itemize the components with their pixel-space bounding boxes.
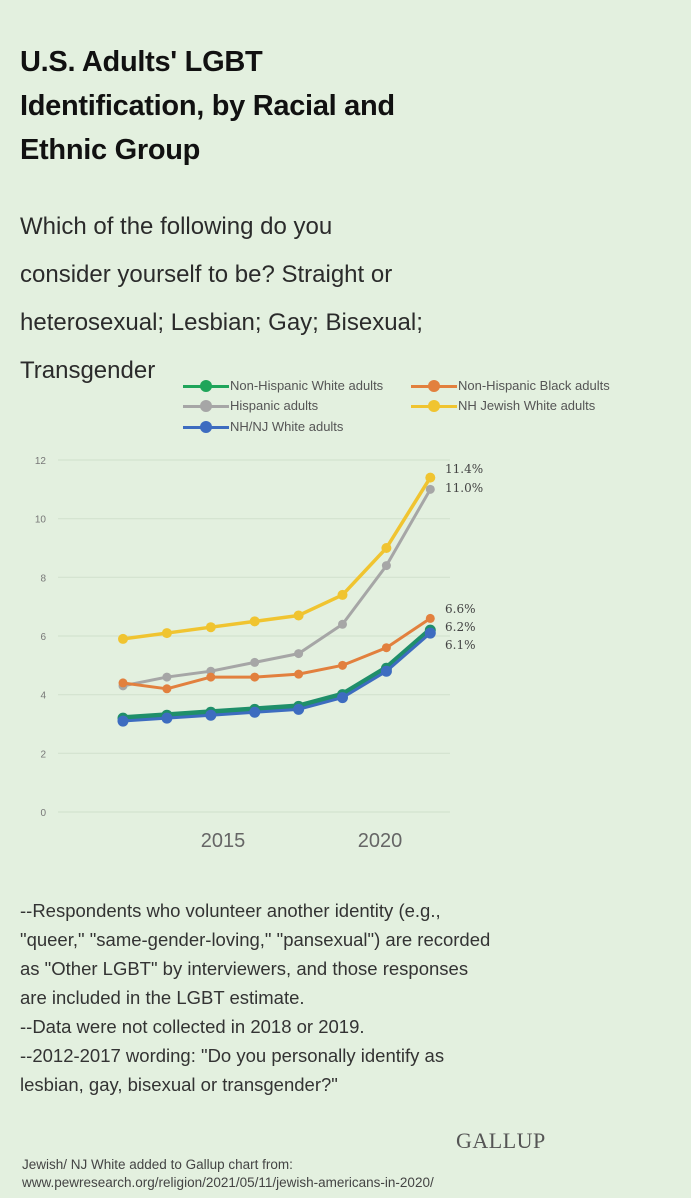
legend-label: Hispanic adults xyxy=(230,398,319,413)
legend-item-nh-jewish-white: NH Jewish White adults xyxy=(411,398,595,413)
data-point xyxy=(293,703,305,715)
footnote-line: are included in the LGBT estimate. xyxy=(20,987,305,1008)
legend-swatch xyxy=(411,379,457,392)
source-line[interactable]: www.pewresearch.org/religion/2021/05/11/… xyxy=(22,1175,434,1190)
data-label: 6.6% xyxy=(445,602,476,616)
y-tick-label: 12 xyxy=(35,456,47,467)
series-line xyxy=(121,487,432,688)
data-point xyxy=(381,643,391,653)
data-label: 6.2% xyxy=(445,620,476,634)
chart-legend: Non-Hispanic White adults Non-Hispanic B… xyxy=(183,378,653,438)
series-nh-nj-white-adults xyxy=(117,627,436,727)
x-tick-label: 2020 xyxy=(358,830,403,852)
data-point xyxy=(250,672,260,682)
footnote-line: --2012-2017 wording: "Do you personally … xyxy=(20,1045,445,1066)
data-point xyxy=(294,649,304,659)
data-point xyxy=(338,660,347,670)
data-point xyxy=(162,672,172,682)
data-label: 6.1% xyxy=(445,638,476,652)
legend-item-nh-nj-white: NH/NJ White adults xyxy=(183,419,343,434)
footnote-line: --Data were not collected in 2018 or 201… xyxy=(20,1016,365,1037)
end-labels: 11.4% 11.0% 6.6% 6.2% 6.1% xyxy=(445,462,483,652)
series-line xyxy=(120,627,434,722)
data-point xyxy=(249,616,260,627)
legend-label: NH/NJ White adults xyxy=(230,419,344,434)
legend-item-non-hispanic-black: Non-Hispanic Black adults xyxy=(411,378,610,393)
x-tick-label: 2015 xyxy=(201,830,246,852)
chart-title: U.S. Adults' LGBT Identification, by Rac… xyxy=(20,40,580,172)
data-point xyxy=(161,628,172,639)
data-point xyxy=(424,627,436,639)
footnote-line: lesbian, gay, bisexual or transgender?" xyxy=(20,1074,338,1095)
legend-label: NH Jewish White adults xyxy=(458,398,596,413)
series-line xyxy=(121,616,432,691)
data-point xyxy=(162,684,172,694)
survey-question: Which of the following do you consider y… xyxy=(20,203,520,395)
legend-item-non-hispanic-white: Non-Hispanic White adults xyxy=(183,378,383,393)
line-chart: 0 2 4 6 8 10 12 2015 2020 11.4% 11.0% 6.6% 6.2% 6.1… xyxy=(35,456,483,852)
data-point xyxy=(118,678,128,688)
data-point xyxy=(205,622,216,633)
data-point xyxy=(381,543,392,553)
y-tick-label: 8 xyxy=(40,573,46,584)
title-line: U.S. Adults' LGBT xyxy=(20,46,263,78)
y-tick-label: 10 xyxy=(35,515,47,526)
legend-swatch xyxy=(183,420,229,433)
data-point xyxy=(425,613,435,623)
source-note: Jewish/ NJ White added to Gallup chart f… xyxy=(22,1156,434,1192)
legend-swatch xyxy=(411,399,457,412)
x-axis: 2015 2020 xyxy=(201,830,403,852)
footnote-line: --Respondents who volunteer another iden… xyxy=(20,900,441,921)
footnote-line: as "Other LGBT" by interviewers, and tho… xyxy=(20,958,469,979)
data-point xyxy=(293,610,304,621)
footnote-line: "queer," "same-gender-loving," "pansexua… xyxy=(20,929,491,950)
legend-swatch xyxy=(183,399,229,412)
source-line: Jewish/ NJ White added to Gallup chart f… xyxy=(22,1157,293,1172)
data-point xyxy=(117,715,129,727)
data-point xyxy=(205,709,217,721)
series-hispanic-adults xyxy=(118,484,435,691)
gallup-logo: GALLUP xyxy=(456,1128,546,1153)
series-nh-jewish-white-adults xyxy=(118,472,436,644)
data-point xyxy=(161,712,173,724)
data-point xyxy=(249,706,261,718)
title-line: Identification, by Racial and xyxy=(20,90,395,122)
data-point xyxy=(381,561,391,571)
question-line: consider yourself to be? Straight or xyxy=(20,261,393,288)
legend-item-hispanic: Hispanic adults xyxy=(183,398,318,413)
series xyxy=(117,472,436,727)
data-point xyxy=(425,472,436,483)
legend-label: Non-Hispanic Black adults xyxy=(458,378,610,393)
question-line: Transgender xyxy=(20,357,156,384)
series-non-hispanic-black-adults xyxy=(118,613,435,694)
y-tick-label: 6 xyxy=(40,632,46,643)
legend-label: Non-Hispanic White adults xyxy=(230,378,384,393)
data-label: 11.4% xyxy=(445,462,483,476)
data-point xyxy=(294,669,304,679)
data-point xyxy=(338,619,347,629)
data-label: 11.0% xyxy=(445,481,483,495)
question-line: Which of the following do you xyxy=(20,213,333,240)
data-point xyxy=(206,672,216,682)
data-point xyxy=(425,484,435,494)
y-tick-label: 4 xyxy=(40,691,46,702)
y-tick-label: 2 xyxy=(40,749,46,760)
data-point xyxy=(250,657,260,667)
y-tick-label: 0 xyxy=(40,808,46,819)
question-line: heterosexual; Lesbian; Gay; Bisexual; xyxy=(20,309,423,336)
gridlines xyxy=(58,459,450,813)
data-point xyxy=(337,692,348,704)
legend-swatch xyxy=(183,379,229,392)
y-axis: 0 2 4 6 8 10 12 xyxy=(35,456,47,819)
series-line xyxy=(121,631,432,723)
data-point xyxy=(118,633,128,644)
footnotes: --Respondents who volunteer another iden… xyxy=(20,896,620,1099)
title-line: Ethnic Group xyxy=(20,134,201,166)
series-line xyxy=(121,475,433,641)
data-point xyxy=(337,589,348,600)
data-point xyxy=(380,665,392,677)
